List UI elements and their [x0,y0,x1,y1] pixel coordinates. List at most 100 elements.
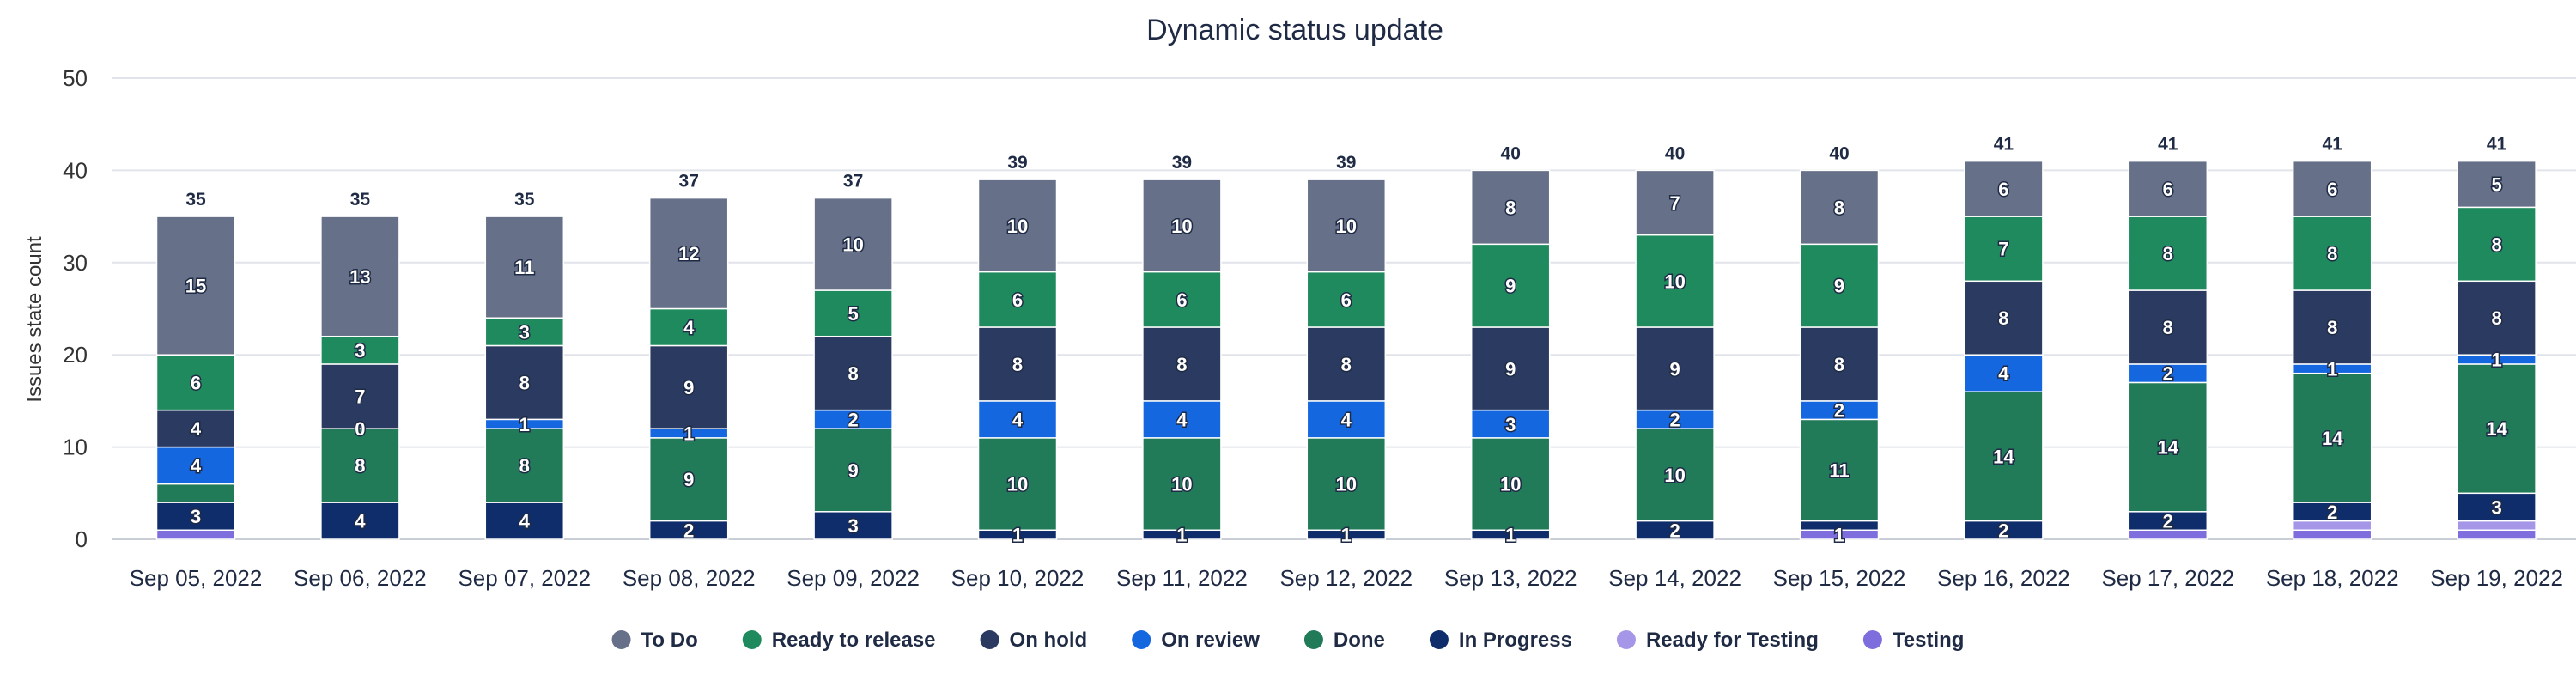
stack-total-label: 40 [1829,143,1849,163]
bar-segment [1142,326,1222,402]
x-tick-label: Sep 06, 2022 [294,565,427,591]
bar-stacks: 3446153548073133548183113529194123739285… [155,135,2537,547]
bar-segment [1635,169,1715,236]
data-label: 9 [1505,276,1516,297]
bar-segment [2128,381,2208,513]
data-label: 12 [678,243,699,264]
y-tick-label: 20 [63,342,88,368]
data-label: 8 [1505,197,1516,218]
bar-segment [2457,363,2537,495]
data-label: 8 [2491,234,2501,255]
x-tick-label: Sep 08, 2022 [623,565,756,591]
stack-total-label: 37 [679,172,699,192]
data-label: 8 [1012,354,1023,375]
stack-total-label: 39 [1336,153,1356,173]
bar-segment [1470,326,1551,411]
data-label: 4 [355,511,366,532]
data-label: 2 [1669,409,1680,430]
bar-stack: 2 14 4 8 7 6 41 [1964,135,2044,543]
data-label: 8 [519,372,530,393]
legend-label: Testing [1893,629,1965,652]
data-label: 11 [1829,459,1849,481]
bar-segment [1306,179,1387,273]
bar-segment [977,437,1058,532]
data-label: 7 [355,386,365,408]
legend-label: On hold [1010,629,1088,652]
y-axis-ticks: 0 10 20 30 40 50 [63,65,88,552]
bar-segment [155,216,236,356]
bar-stack: 3 4 4 6 15 35 [155,190,236,540]
bar-segment [2292,372,2372,503]
y-tick-label: 0 [76,526,88,552]
data-label: 3 [519,321,530,343]
bar-segment [1799,418,1880,522]
data-label: 8 [848,363,858,385]
legend-item[interactable]: Done [1303,629,1385,652]
legend-item[interactable]: Ready to release [742,629,936,652]
bar-stack: 2 14 1 8 8 6 41 [2292,135,2372,540]
data-label: 14 [2158,437,2179,459]
legend-item[interactable]: In Progress [1429,629,1572,652]
data-label: 9 [848,459,858,481]
bar-segment [1470,437,1551,532]
bar-segment [320,502,400,540]
data-label: 8 [2491,307,2501,329]
bar-stack: 4 8 0 7 3 13 35 [320,190,400,540]
data-label: 3 [1505,414,1516,435]
x-tick-label: Sep 09, 2022 [787,565,920,591]
bar-segment [977,326,1058,402]
data-label: 4 [683,317,695,338]
data-label: 8 [519,455,530,477]
data-label: 8 [2327,317,2337,338]
bar-segment [2457,492,2537,522]
data-label: 3 [848,515,858,537]
x-tick-label: Sep 10, 2022 [951,565,1084,591]
data-label: 10 [842,234,863,255]
data-label: 5 [848,303,858,325]
bar-stack: 1 10 4 8 6 10 39 [977,153,1058,547]
data-label: 8 [2327,243,2337,264]
data-label: 9 [1834,276,1844,297]
legend-marker [1616,630,1636,649]
bar-segment [1964,354,2044,392]
data-label: 4 [1998,363,2009,385]
legend: To Do Ready to release On hold On review Don… [611,629,1965,652]
bar-segment [1964,216,2044,283]
bar-segment [155,483,236,503]
y-tick-label: 50 [63,65,88,91]
legend-item[interactable]: On review [1132,629,1260,652]
data-label: 10 [1336,474,1357,495]
data-label: 9 [683,377,694,398]
legend-item[interactable]: Testing [1862,629,1965,652]
bar-segment [1964,391,2044,522]
data-label: 2 [2327,502,2337,523]
data-label: 1 [2491,350,2501,371]
data-label: 8 [2163,243,2173,264]
bar-segment [1799,326,1880,402]
legend-item[interactable]: Ready for Testing [1616,629,1819,652]
stack-total-label: 41 [2158,135,2178,155]
bar-segment [1470,169,1551,246]
data-label: 9 [683,469,694,490]
bar-segment [484,428,565,503]
bar-stack: 4 8 1 8 3 11 35 [484,190,565,540]
x-tick-label: Sep 05, 2022 [130,565,263,591]
bar-segment [1142,437,1222,532]
data-label: 10 [1664,271,1685,292]
data-label: 10 [1007,474,1028,495]
data-label: 10 [1336,216,1357,237]
x-tick-label: Sep 13, 2022 [1444,565,1577,591]
legend-label: On review [1161,629,1260,652]
data-label: 13 [349,266,370,288]
bar-stack: 2 10 2 9 10 7 40 [1635,143,1715,543]
legend-item[interactable]: On hold [980,629,1088,652]
bar-segment [648,197,729,310]
legend-label: Done [1334,629,1385,652]
bar-segment [484,502,565,540]
bar-segment [1306,271,1387,328]
legend-item[interactable]: To Do [611,629,698,652]
bar-segment [813,197,893,291]
bar-segment [1799,243,1880,328]
legend-marker [611,630,631,649]
